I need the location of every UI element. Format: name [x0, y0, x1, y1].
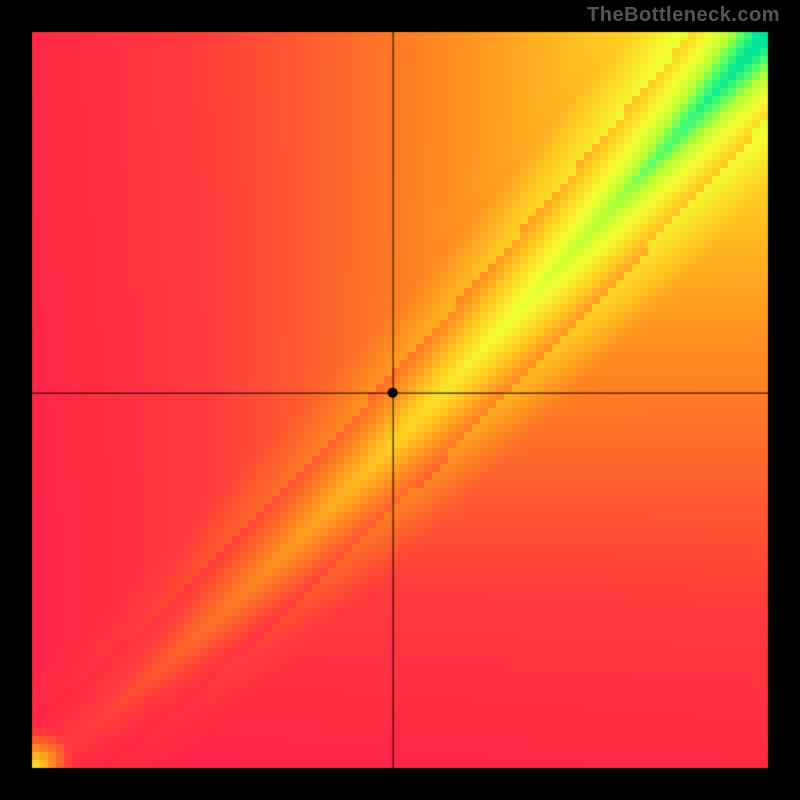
source-watermark: TheBottleneck.com	[587, 4, 780, 27]
bottleneck-heatmap	[0, 0, 800, 800]
chart-container: TheBottleneck.com	[0, 0, 800, 800]
